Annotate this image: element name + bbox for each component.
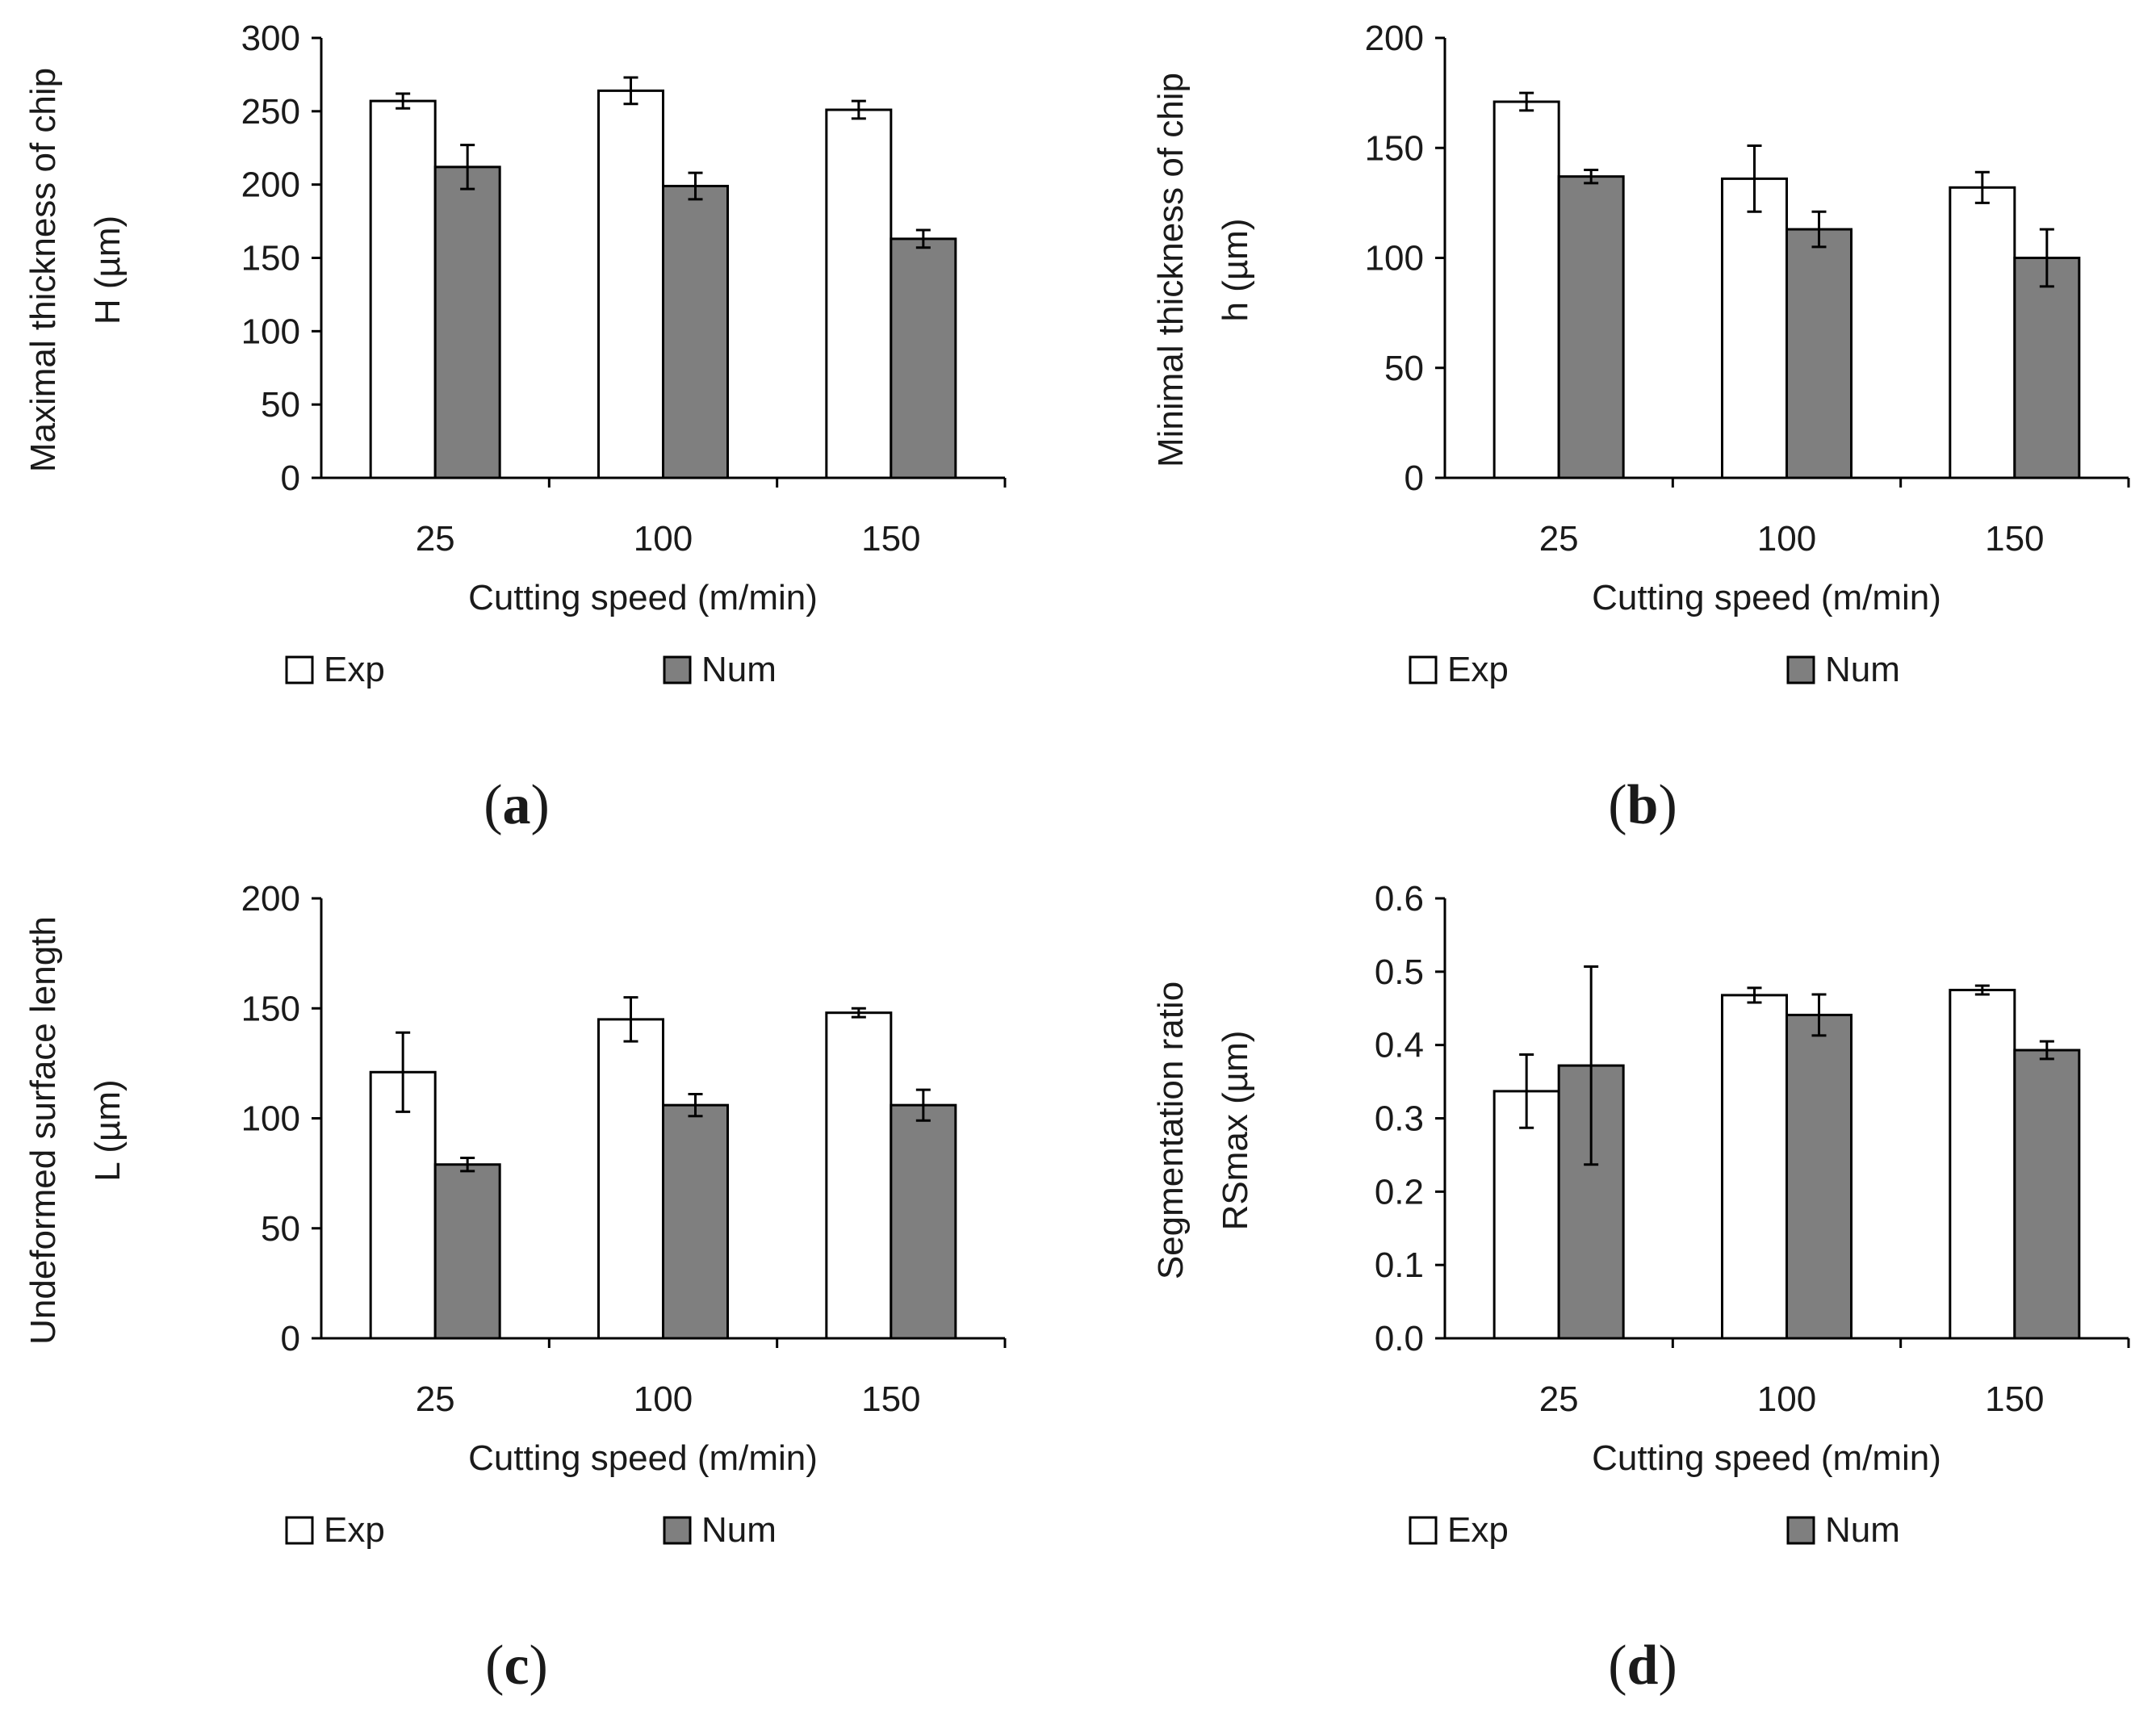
- x-tick-label: 25: [416, 1379, 455, 1419]
- bar-num-100: [662, 184, 729, 479]
- x-axis-title: Cutting speed (m/min): [468, 578, 818, 617]
- x-tick-label: 100: [634, 1379, 693, 1419]
- x-axis-title: Cutting speed (m/min): [1592, 578, 1941, 617]
- y-tick-label: 200: [1365, 19, 1424, 58]
- panel-label: (b): [1608, 774, 1677, 836]
- legend-swatch-exp: [285, 655, 314, 684]
- panel-label: (a): [484, 774, 550, 836]
- bar-exp-150: [1949, 989, 2016, 1340]
- y-tick-label: 0: [1405, 458, 1424, 498]
- legend-swatch-num: [663, 655, 692, 684]
- y-tick-label: 0.2: [1375, 1172, 1424, 1212]
- legend-label-exp: Exp: [324, 650, 385, 689]
- y-tick-label: 100: [241, 1099, 300, 1139]
- y-axis-title-line-2: L (µm): [88, 1079, 128, 1181]
- y-tick-label: 300: [241, 19, 300, 58]
- y-axis-title-line-1: Segmentation ratio: [1151, 982, 1191, 1279]
- bar-num-25: [433, 1163, 501, 1340]
- bar-num-25: [433, 165, 501, 479]
- chart-panel-c: 0 50 100 150 200 25 100 150 Cutting speed (m/min…: [23, 879, 1007, 1697]
- y-tick-label: 100: [1365, 239, 1424, 278]
- x-tick-label: 150: [1985, 1379, 2044, 1419]
- legend-label-exp: Exp: [324, 1510, 385, 1550]
- y-axis-title-line-2: RSmax (µm): [1216, 1031, 1255, 1231]
- bar-exp-25: [1492, 1090, 1560, 1340]
- panel-label: (d): [1608, 1635, 1677, 1697]
- y-tick-label: 50: [261, 1209, 300, 1249]
- bar-exp-100: [1721, 994, 1788, 1340]
- y-tick-label: 0.0: [1375, 1319, 1424, 1358]
- legend-label-num: Num: [1825, 1510, 1900, 1550]
- y-tick-label: 200: [241, 879, 300, 919]
- bar-exp-150: [1949, 186, 2016, 479]
- x-tick-label: 150: [861, 1379, 920, 1419]
- y-tick-label: 150: [1365, 128, 1424, 168]
- legend-label-num: Num: [701, 650, 777, 689]
- bar-exp-25: [369, 1070, 437, 1340]
- bar-num-25: [1557, 175, 1625, 479]
- legend-label-exp: Exp: [1447, 1510, 1509, 1550]
- bar-num-150: [890, 237, 957, 479]
- y-tick-label: 50: [1384, 349, 1424, 388]
- x-tick-label: 25: [416, 519, 455, 559]
- y-axis-title-line-2: h (µm): [1216, 218, 1255, 321]
- x-axis-title: Cutting speed (m/min): [468, 1438, 818, 1478]
- y-tick-label: 100: [241, 312, 300, 351]
- bar-exp-100: [597, 1018, 664, 1340]
- y-tick-label: 250: [241, 92, 300, 132]
- y-tick-label: 0.3: [1375, 1099, 1424, 1139]
- x-tick-label: 150: [861, 519, 920, 559]
- y-axis-title-line-1: Maximal thickness of chip: [23, 68, 63, 472]
- legend-swatch-exp: [1409, 655, 1438, 684]
- panel-label: (c): [485, 1635, 548, 1697]
- bar-num-150: [890, 1103, 957, 1340]
- bar-num-150: [2013, 257, 2081, 479]
- x-axis-title: Cutting speed (m/min): [1592, 1438, 1941, 1478]
- y-axis-title-line-1: Minimal thickness of chip: [1151, 73, 1191, 467]
- x-tick-label: 25: [1539, 1379, 1579, 1419]
- legend-swatch-exp: [1409, 1516, 1438, 1545]
- legend-swatch-num: [663, 1516, 692, 1545]
- y-tick-label: 150: [241, 239, 300, 278]
- y-tick-label: 0.6: [1375, 879, 1424, 919]
- bar-exp-150: [825, 108, 893, 479]
- legend-label-num: Num: [1825, 650, 1900, 689]
- bar-num-100: [662, 1103, 729, 1340]
- bar-exp-25: [1492, 100, 1560, 479]
- y-tick-label: 200: [241, 165, 300, 205]
- bar-exp-150: [825, 1011, 893, 1340]
- y-tick-label: 0: [281, 458, 300, 498]
- bar-num-150: [2013, 1049, 2081, 1340]
- y-tick-label: 150: [241, 989, 300, 1028]
- legend-label-exp: Exp: [1447, 650, 1509, 689]
- legend-label-num: Num: [701, 1510, 777, 1550]
- x-tick-label: 25: [1539, 519, 1579, 559]
- chart-panel-a: 0 50 100 150 200 250 300 25 100 150 Cutting speed …: [23, 19, 1007, 836]
- legend-swatch-num: [1786, 655, 1815, 684]
- y-axis-title-line-2: H (µm): [88, 216, 128, 324]
- x-tick-label: 100: [1757, 1379, 1816, 1419]
- y-tick-label: 0.4: [1375, 1026, 1424, 1065]
- y-tick-label: 0: [281, 1319, 300, 1358]
- y-tick-label: 0.1: [1375, 1245, 1424, 1285]
- bar-exp-100: [1721, 177, 1788, 479]
- chart-panel-d: 0.0 0.1 0.2 0.3 0.4 0.5 0.6 25 100 150 Cutting spe…: [1151, 879, 2130, 1697]
- bar-exp-25: [369, 99, 437, 479]
- x-tick-label: 100: [1757, 519, 1816, 559]
- x-tick-label: 100: [634, 519, 693, 559]
- chart-panel-b: 0 50 100 150 200 25 100 150 Cutting speed (m/min…: [1151, 19, 2130, 836]
- bar-exp-100: [597, 89, 664, 479]
- y-axis-title-line-1: Undeformed surface length: [23, 916, 63, 1345]
- bar-num-100: [1786, 1013, 1852, 1340]
- y-tick-label: 50: [261, 385, 300, 425]
- x-tick-label: 150: [1985, 519, 2044, 559]
- bar-num-100: [1786, 228, 1852, 479]
- legend-swatch-exp: [285, 1516, 314, 1545]
- legend-swatch-num: [1786, 1516, 1815, 1545]
- y-tick-label: 0.5: [1375, 952, 1424, 992]
